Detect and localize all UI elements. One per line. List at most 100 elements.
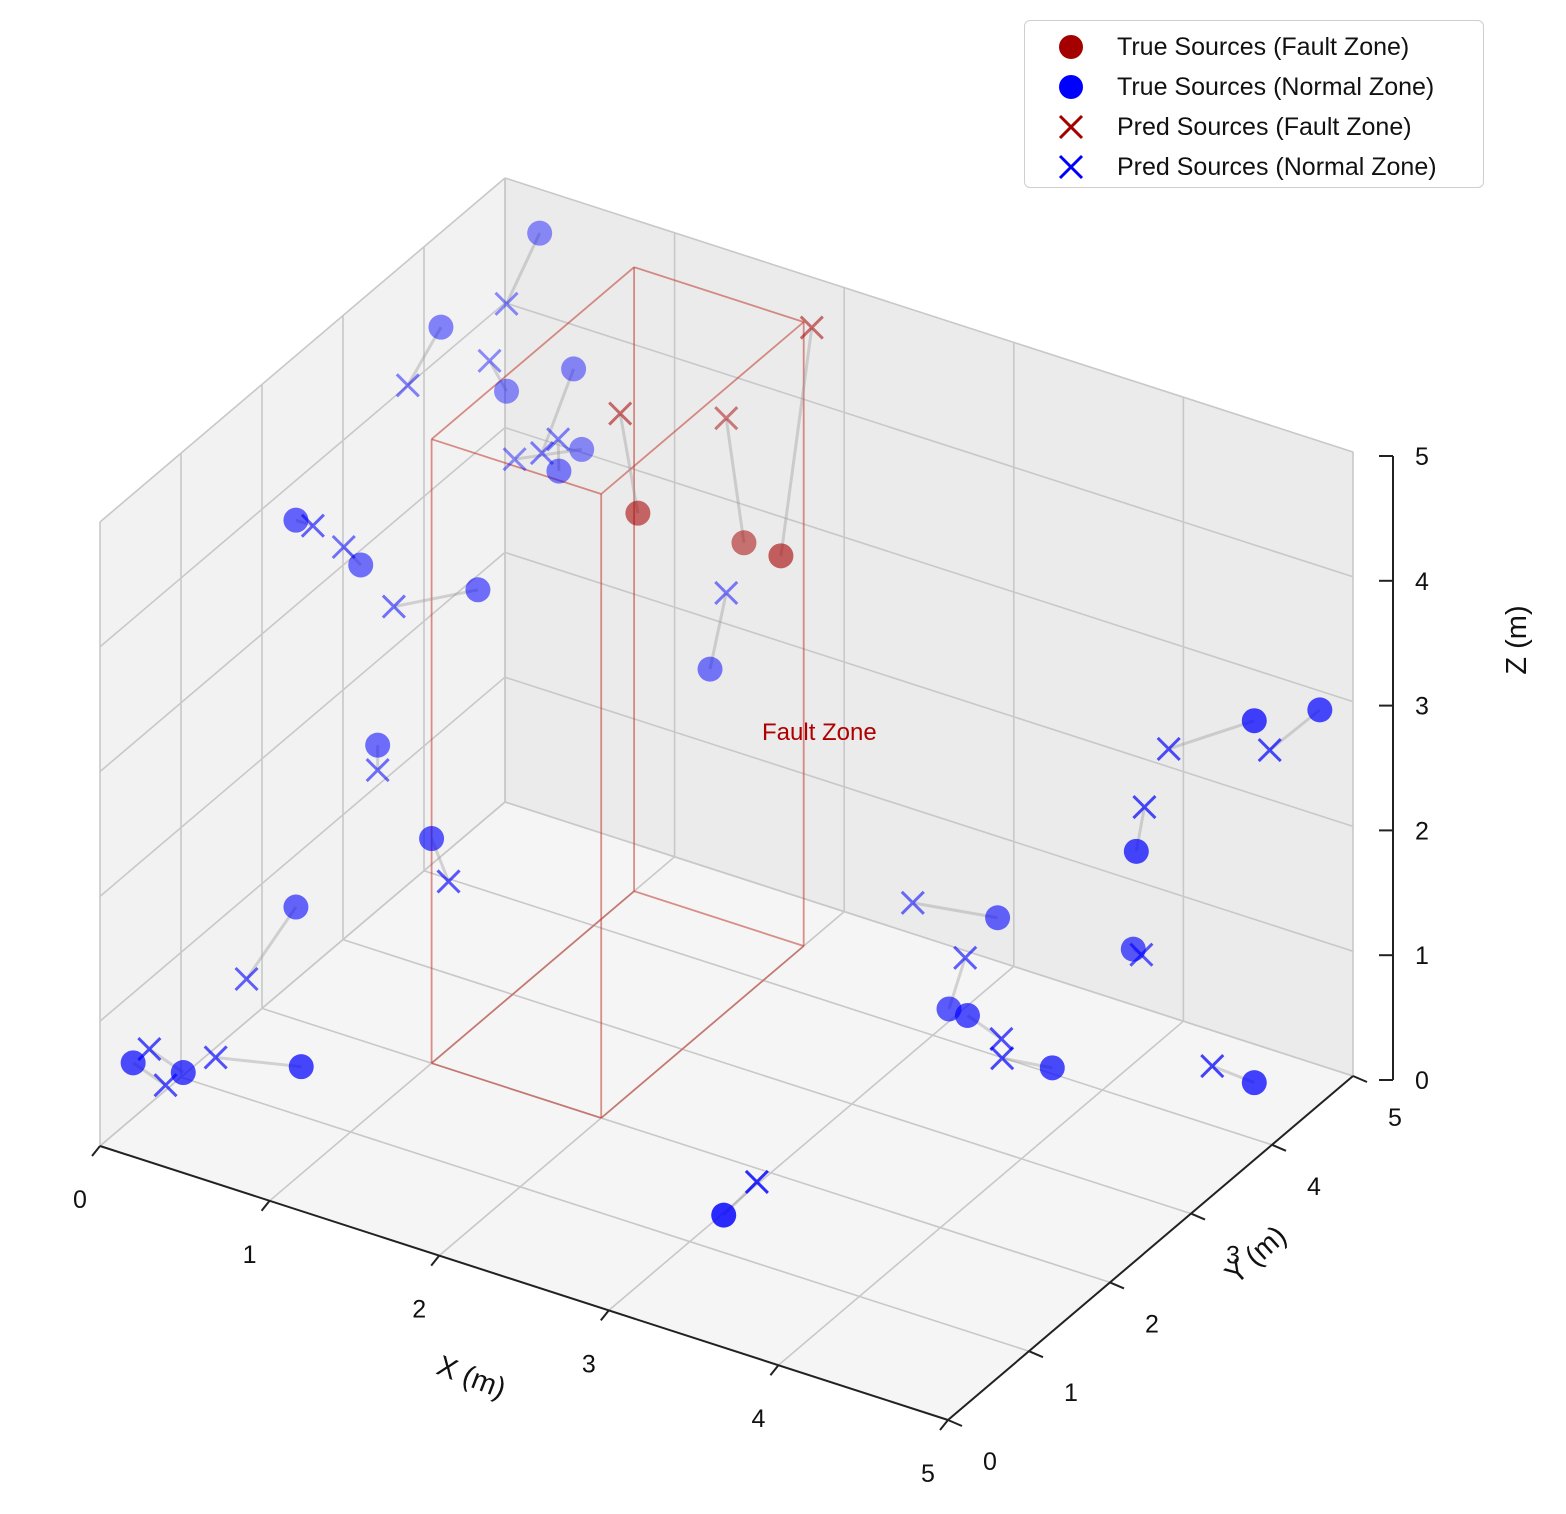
true-pred-link	[618, 413, 640, 514]
true-source-normal-marker	[428, 314, 454, 340]
grid-line	[423, 870, 1273, 1146]
pred-source-normal-marker	[381, 594, 406, 619]
pred-source-normal-marker	[234, 966, 259, 992]
y-tick	[1109, 1281, 1125, 1290]
true-pred-link	[488, 360, 508, 392]
true-pred-link	[505, 232, 542, 305]
true-pred-link	[215, 1055, 302, 1069]
true-source-normal-marker	[985, 905, 1011, 931]
legend-marker-true-fault	[1025, 32, 1117, 62]
grid-line	[504, 801, 1354, 1077]
pred-source-normal-marker	[1200, 1054, 1225, 1079]
true-source-normal-marker	[365, 732, 391, 758]
z-tick-label: 3	[1415, 693, 1429, 721]
true-source-normal-marker	[1123, 838, 1149, 864]
pred-source-normal-marker	[395, 373, 420, 398]
pred-source-normal-marker	[714, 580, 739, 606]
x-tick-label: 2	[412, 1296, 426, 1324]
true-source-normal-marker	[546, 458, 572, 484]
true-pred-link	[556, 439, 561, 472]
true-source-fault-marker	[625, 500, 651, 526]
pred-source-normal-marker	[365, 758, 390, 783]
axis-lines	[91, 455, 1394, 1431]
pred-source-normal-marker	[1132, 794, 1157, 820]
y-tick	[1190, 1212, 1206, 1221]
true-pred-link	[245, 906, 298, 980]
y-tick	[947, 1419, 963, 1427]
legend-item-true-normal: True Sources (Normal Zone)	[1025, 67, 1483, 107]
y-tick-label: 3	[1226, 1242, 1240, 1270]
true-source-normal-marker	[288, 1054, 314, 1080]
x-tick-label: 4	[751, 1405, 765, 1433]
true-source-normal-marker	[697, 656, 723, 682]
x-tick	[430, 1254, 440, 1267]
y-tick-label: 1	[1064, 1379, 1078, 1407]
true-pred-link	[540, 368, 576, 454]
pred-source-fault-marker	[714, 406, 739, 431]
grid-line	[180, 1076, 1030, 1352]
y-axis-line	[947, 1075, 1354, 1421]
x-axis-label: X (m)	[432, 1350, 510, 1405]
y-tick	[1271, 1143, 1287, 1152]
true-pred-link	[1168, 719, 1255, 751]
fault-zone-box	[430, 266, 805, 1119]
pred-source-normal-marker	[203, 1045, 228, 1070]
pred-source-fault-marker	[608, 401, 633, 426]
z-tick-label: 4	[1415, 568, 1429, 596]
grid-line	[608, 965, 1015, 1312]
x-tick-label: 0	[73, 1186, 87, 1214]
true-pred-link	[708, 592, 728, 670]
true-source-fault-marker	[731, 530, 757, 556]
x-axis-line	[99, 1145, 949, 1421]
pred-source-normal-marker	[1129, 942, 1154, 967]
legend-label: True Sources (Normal Zone)	[1117, 72, 1435, 101]
legend-marker-pred-normal	[1025, 152, 1117, 182]
y-tick-label: 0	[983, 1448, 997, 1476]
pane-floor	[100, 802, 1353, 1420]
true-source-normal-marker	[527, 220, 553, 246]
true-source-normal-marker	[419, 826, 445, 852]
pred-source-normal-marker	[546, 427, 571, 452]
true-source-normal-marker	[711, 1202, 737, 1228]
z-tick-label: 1	[1415, 942, 1429, 970]
grid-line	[99, 676, 506, 1022]
x-tick-label: 5	[921, 1460, 935, 1488]
true-pred-link	[514, 447, 582, 461]
legend-label: True Sources (Fault Zone)	[1117, 32, 1410, 61]
grid-line	[99, 426, 506, 773]
pred-source-normal-marker	[900, 890, 925, 915]
y-tick-label: 2	[1145, 1310, 1159, 1338]
z-tick-label: 0	[1415, 1067, 1429, 1095]
legend-marker-true-normal	[1025, 72, 1117, 102]
true-source-normal-marker	[954, 1002, 980, 1028]
grid-line	[504, 426, 1354, 703]
fault-zone-label: Fault Zone	[762, 719, 877, 746]
fault-zone-edge	[431, 1062, 602, 1119]
data-markers	[120, 220, 1333, 1228]
pred-source-fault-marker	[799, 315, 824, 340]
pred-source-normal-marker	[436, 869, 461, 894]
true-pred-link	[912, 901, 998, 920]
legend-label: Pred Sources (Fault Zone)	[1117, 112, 1412, 141]
legend: True Sources (Fault Zone) True Sources (…	[1024, 20, 1484, 188]
grid-line	[504, 302, 1354, 578]
legend-label: Pred Sources (Normal Zone)	[1117, 152, 1437, 181]
grid-line	[99, 551, 506, 898]
pred-source-normal-marker	[990, 1046, 1015, 1071]
axis-panes	[100, 178, 1353, 1420]
true-source-normal-marker	[1241, 1070, 1267, 1096]
true-source-normal-marker	[1307, 697, 1333, 723]
true-pred-link	[724, 418, 746, 544]
grid-line	[342, 938, 1192, 1215]
true-source-normal-marker	[283, 894, 309, 920]
true-source-normal-marker	[283, 507, 309, 533]
pane-left	[100, 178, 505, 1146]
x-tick	[769, 1364, 780, 1376]
z-tick-label: 5	[1415, 443, 1429, 471]
true-source-normal-marker	[494, 378, 520, 404]
pred-source-normal-marker	[744, 1169, 769, 1194]
z-tick-label: 2	[1415, 817, 1429, 845]
pred-source-normal-marker	[502, 447, 527, 472]
fault-zone-edge	[431, 438, 602, 495]
